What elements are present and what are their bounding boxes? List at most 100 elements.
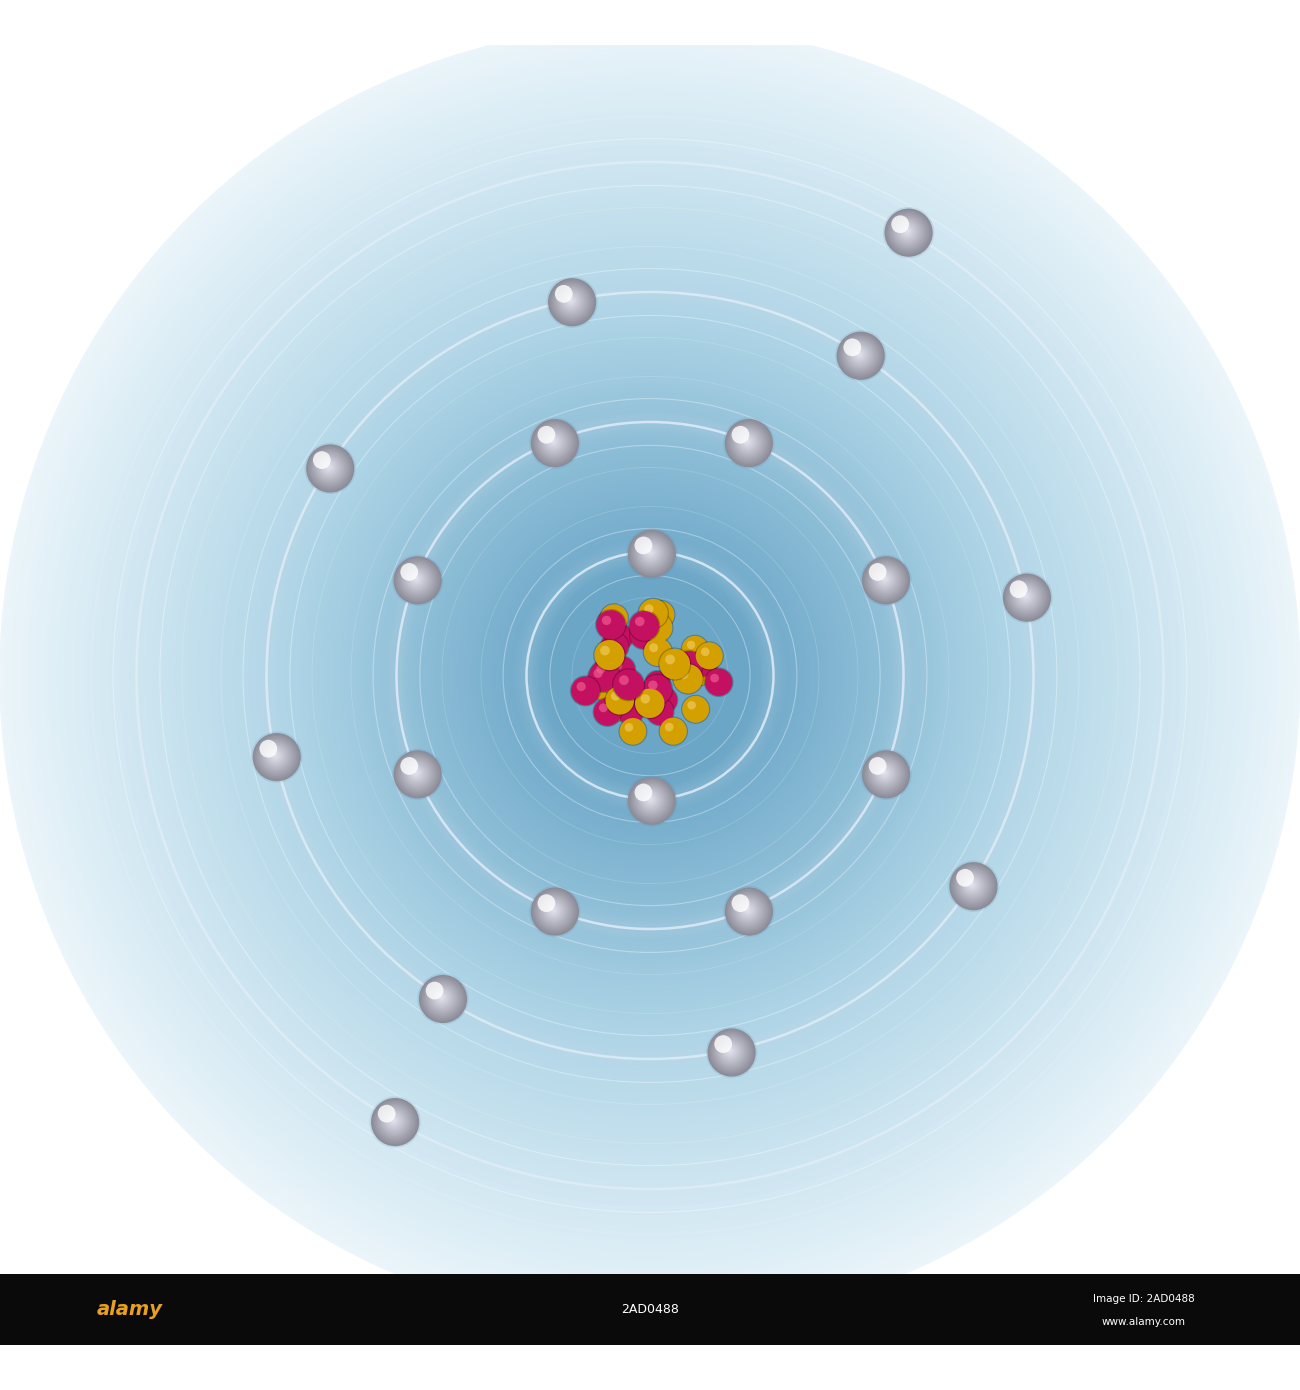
Circle shape <box>395 559 439 602</box>
Circle shape <box>471 496 829 855</box>
Circle shape <box>682 635 708 662</box>
Circle shape <box>377 403 923 948</box>
Circle shape <box>853 348 866 360</box>
Circle shape <box>468 493 832 858</box>
Circle shape <box>883 207 935 259</box>
Circle shape <box>46 71 1254 1280</box>
Circle shape <box>725 420 772 467</box>
Circle shape <box>705 669 732 696</box>
Circle shape <box>903 228 910 234</box>
Circle shape <box>140 165 1160 1186</box>
Circle shape <box>905 229 909 232</box>
Circle shape <box>394 751 441 798</box>
Circle shape <box>712 1033 750 1070</box>
Circle shape <box>950 863 997 909</box>
Circle shape <box>49 74 1251 1277</box>
Circle shape <box>322 348 978 1004</box>
Circle shape <box>696 642 723 670</box>
Circle shape <box>659 716 688 746</box>
Circle shape <box>953 866 993 906</box>
Circle shape <box>659 649 690 680</box>
Circle shape <box>166 192 1134 1159</box>
Circle shape <box>646 600 676 630</box>
Circle shape <box>874 569 896 591</box>
Bar <box>0 1273 1300 1346</box>
Circle shape <box>878 571 893 587</box>
Circle shape <box>55 81 1245 1270</box>
Circle shape <box>153 178 1147 1173</box>
Circle shape <box>612 669 645 702</box>
Circle shape <box>68 93 1232 1257</box>
Circle shape <box>91 117 1209 1234</box>
Circle shape <box>645 794 656 806</box>
Circle shape <box>266 292 1034 1059</box>
Circle shape <box>376 1104 413 1140</box>
Circle shape <box>389 1116 398 1126</box>
Circle shape <box>78 103 1222 1247</box>
Circle shape <box>36 61 1264 1290</box>
Circle shape <box>623 703 630 712</box>
Circle shape <box>694 641 724 670</box>
Circle shape <box>632 534 672 574</box>
Circle shape <box>566 296 576 306</box>
Circle shape <box>195 221 1105 1130</box>
Circle shape <box>42 68 1258 1283</box>
Circle shape <box>410 767 422 780</box>
Circle shape <box>114 139 1186 1212</box>
Circle shape <box>484 510 816 841</box>
Circle shape <box>868 756 902 791</box>
Circle shape <box>510 535 790 816</box>
Circle shape <box>644 670 671 698</box>
Circle shape <box>324 463 333 471</box>
Circle shape <box>256 737 296 777</box>
Circle shape <box>708 1029 755 1076</box>
Circle shape <box>549 905 558 915</box>
Circle shape <box>420 976 467 1023</box>
Circle shape <box>374 399 926 952</box>
Circle shape <box>611 628 620 637</box>
Text: alamy: alamy <box>98 1300 162 1319</box>
Circle shape <box>963 876 982 895</box>
Circle shape <box>263 742 290 770</box>
Circle shape <box>628 531 675 577</box>
Circle shape <box>159 185 1141 1166</box>
Circle shape <box>720 1041 741 1062</box>
Circle shape <box>870 758 901 790</box>
Circle shape <box>732 894 749 912</box>
Circle shape <box>601 627 699 724</box>
Circle shape <box>627 653 673 698</box>
Circle shape <box>607 624 633 651</box>
Circle shape <box>538 427 569 459</box>
Circle shape <box>967 880 976 890</box>
Circle shape <box>434 990 450 1005</box>
Circle shape <box>264 744 289 769</box>
Circle shape <box>387 1115 400 1127</box>
Circle shape <box>558 288 585 316</box>
Circle shape <box>335 360 965 991</box>
Circle shape <box>404 762 429 785</box>
Circle shape <box>597 609 627 638</box>
Circle shape <box>874 763 896 784</box>
Circle shape <box>961 873 985 898</box>
Circle shape <box>861 749 911 801</box>
Circle shape <box>850 345 868 364</box>
Circle shape <box>421 977 464 1020</box>
Circle shape <box>407 570 426 588</box>
Circle shape <box>630 621 658 649</box>
Circle shape <box>312 338 988 1013</box>
Circle shape <box>439 995 443 999</box>
Circle shape <box>664 723 673 731</box>
Circle shape <box>719 1040 744 1065</box>
Circle shape <box>638 788 663 813</box>
Circle shape <box>179 204 1121 1147</box>
Circle shape <box>497 523 803 828</box>
Circle shape <box>1010 580 1027 598</box>
Circle shape <box>259 739 294 774</box>
Circle shape <box>494 520 806 831</box>
Circle shape <box>390 416 910 935</box>
Circle shape <box>412 574 421 584</box>
Circle shape <box>413 438 887 913</box>
Circle shape <box>400 425 900 926</box>
Circle shape <box>364 389 936 962</box>
Circle shape <box>445 471 855 880</box>
